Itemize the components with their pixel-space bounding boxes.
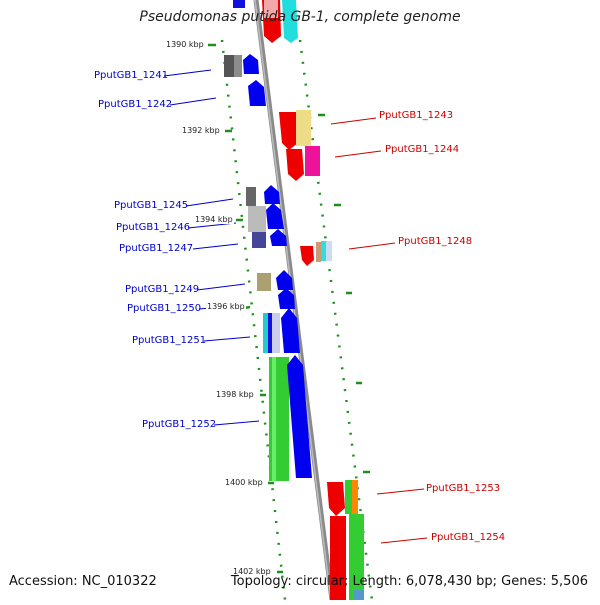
scale-label: 1390 kbp <box>166 40 204 49</box>
gene-label-1246[interactable]: PputGB1_1246 <box>116 222 191 233</box>
gene-label-1253[interactable]: PputGB1_1253 <box>426 483 501 494</box>
scale-label: 1392 kbp <box>182 126 220 135</box>
gene-label-1250[interactable]: PputGB1_1250 <box>127 303 202 314</box>
scale-label: 1396 kbp <box>206 302 246 311</box>
accession-text: Accession: NC_010322 <box>9 574 157 589</box>
forward-genes <box>224 0 312 481</box>
scale-label: 1398 kbp <box>216 390 254 399</box>
gene-label-1244[interactable]: PputGB1_1244 <box>385 144 460 155</box>
gene-label-1254[interactable]: PputGB1_1254 <box>431 532 506 543</box>
label-connectors <box>163 69 428 544</box>
gene-label-1245[interactable]: PputGB1_1245 <box>114 200 189 211</box>
scale-label: 1394 kbp <box>194 215 234 224</box>
gene-label-1242[interactable]: PputGB1_1242 <box>98 99 173 110</box>
scale-label: 1400 kbp <box>225 478 263 487</box>
gene-label-1241[interactable]: PputGB1_1241 <box>94 70 169 81</box>
map-title: Pseudomonas putida GB-1, complete genome <box>139 9 461 25</box>
reverse-genes <box>262 0 364 600</box>
gene-label-1252[interactable]: PputGB1_1252 <box>142 419 217 430</box>
gene-label-1247[interactable]: PputGB1_1247 <box>119 243 194 254</box>
gene-label-1251[interactable]: PputGB1_1251 <box>132 335 207 346</box>
scale-label: 1402 kbp <box>233 567 271 576</box>
gene-label-1249[interactable]: PputGB1_1249 <box>125 284 200 295</box>
genome-summary-text: Topology: circular; Length: 6,078,430 bp… <box>230 574 588 589</box>
gene-label-1243[interactable]: PputGB1_1243 <box>379 110 454 121</box>
gene-label-1248[interactable]: PputGB1_1248 <box>398 236 473 247</box>
